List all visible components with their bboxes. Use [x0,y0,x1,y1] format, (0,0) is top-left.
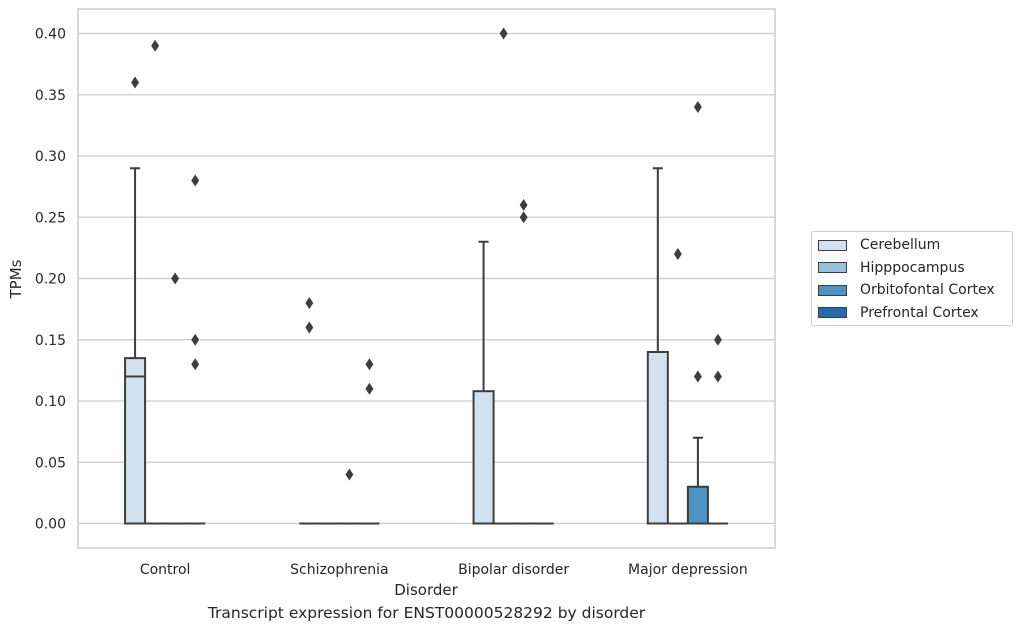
outlier-point [693,370,702,383]
outlier-point [693,100,702,114]
y-tick-label: 0.35 [35,88,66,104]
legend-item: Orbitofontal Cortex [818,280,995,300]
legend-item: Cerebellum [818,235,940,255]
legend-item: Prefrontal Cortex [818,303,979,323]
y-tick-label: 0.30 [35,149,66,165]
box-hipppocampus [493,27,514,525]
legend-swatch [818,284,847,296]
outlier-point [131,76,140,89]
outlier-point [305,321,314,334]
outlier-point [673,247,682,261]
box-orbitofontal-cortex [686,100,709,525]
x-tick-label: Bipolar disorder [458,562,569,578]
plot-area [77,8,776,549]
box-body [124,357,147,525]
box-cerebellum [299,296,320,525]
y-axis-label: TPMs [7,259,25,299]
box-body [472,390,495,525]
outlier-point [519,211,528,224]
outlier-point [345,468,354,481]
legend-swatch [818,239,847,251]
figure-caption: Transcript expression for ENST0000052829… [207,604,646,622]
outlier-point [713,333,722,346]
tick-labels: 0.00 0.05 0.10 0.15 0.20 0.25 0.30 0.35 0.40 Cont… [35,27,748,579]
x-axis-label: Disorder [394,581,458,599]
y-tick-label: 0.10 [35,394,66,410]
x-tick-label: Schizophrenia [290,562,388,578]
box-cerebellum [124,76,147,525]
legend-label: Hipppocampus [860,259,965,276]
y-tick-label: 0.15 [35,333,66,349]
plot-frame [77,8,776,549]
outlier-point [499,27,508,40]
legend-item: Hipppocampus [818,258,965,278]
y-tick-label: 0.05 [35,455,66,471]
outlier-point [191,333,200,346]
y-tick-label: 0.20 [35,272,66,288]
y-tick-label: 0.40 [35,27,66,43]
legend-swatch [818,307,847,318]
box-orbitofontal-cortex [513,198,534,525]
legend-label: Prefrontal Cortex [860,304,979,321]
box-prefrontal-cortex [359,358,380,525]
outlier-point [151,39,160,52]
outlier-point [713,370,722,383]
box-orbitofontal-cortex [339,468,360,525]
outlier-point [191,358,200,371]
box-hipppocampus [667,247,688,525]
box-prefrontal-cortex [185,174,206,525]
outlier-point [171,272,180,285]
box-prefrontal-cortex [707,333,728,525]
y-tick-label: 0.00 [35,517,66,533]
box-hipppocampus [145,39,166,525]
outlier-point [365,358,374,371]
outlier-point [305,296,314,310]
box-cerebellum [472,240,495,525]
gridlines [78,32,775,525]
legend: Cerebellum Hipppocampus Orbitofontal Corte… [811,231,1013,326]
box-orbitofontal-cortex [165,272,186,525]
outlier-point [519,198,528,212]
legend-label: Cerebellum [860,237,941,253]
box-body [646,351,669,525]
x-tick-label: Major depression [628,562,748,578]
y-tick-label: 0.25 [35,210,66,226]
legend-label: Orbitofontal Cortex [860,282,995,298]
box-cerebellum [646,167,669,525]
legend-swatch [818,262,847,273]
outlier-point [365,382,374,395]
box-body [686,485,709,525]
outlier-point [191,174,200,187]
x-tick-label: Control [140,562,191,578]
